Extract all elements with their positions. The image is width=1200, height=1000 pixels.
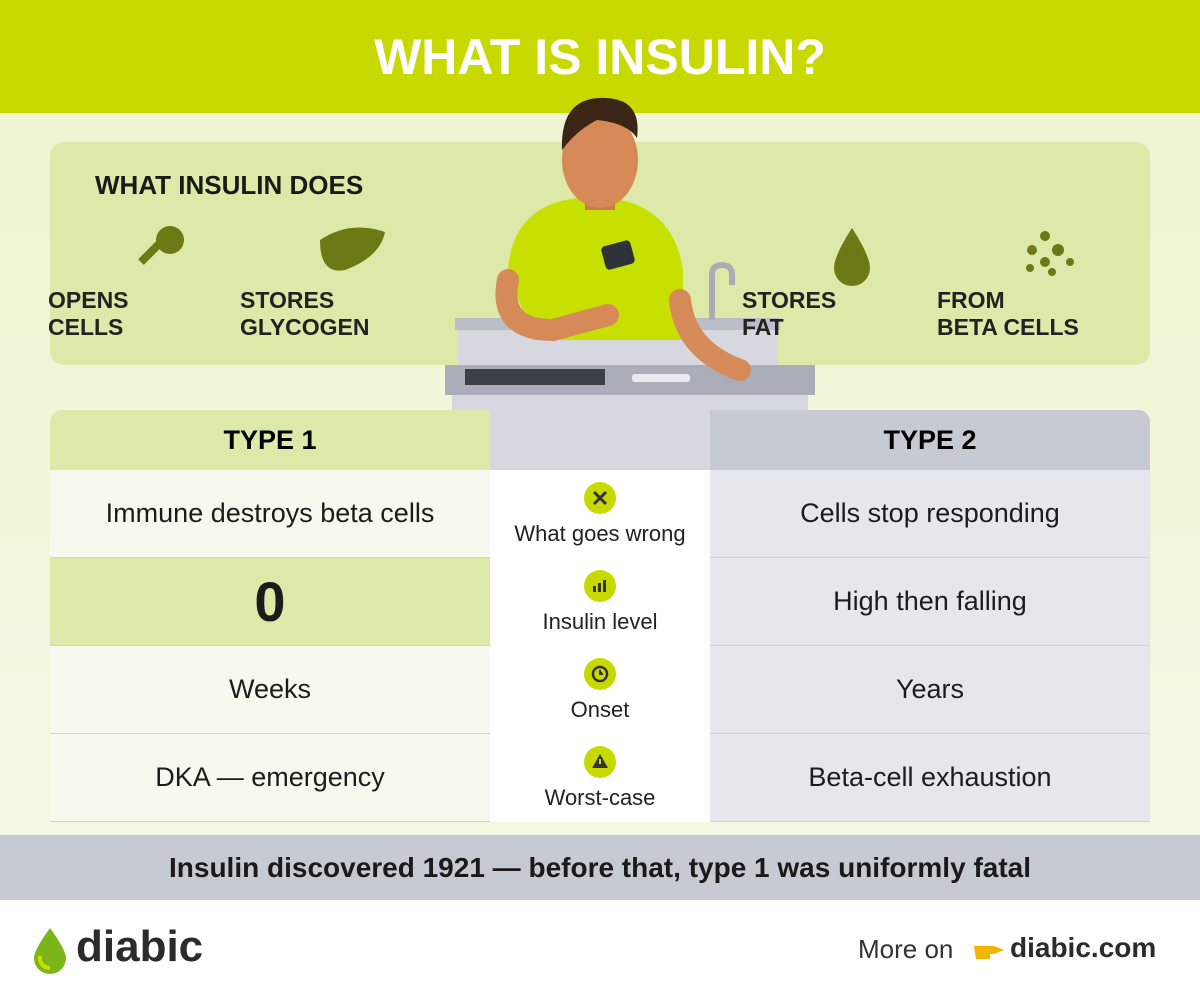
site-link[interactable]: diabic.com [1010,932,1157,963]
title: WHAT IS INSULIN? [0,0,1200,113]
type2-cell: High then falling [710,558,1150,646]
type2-header: TYPE 2 [883,424,977,455]
type2-cell: Beta-cell exhaustion [710,734,1150,822]
row-label: Onset [570,697,630,722]
row-label: Worst-case [544,785,656,810]
row-icon [584,658,616,690]
liver-icon [320,227,385,271]
bottom-bar: diabic More on diabic.com [0,900,1200,1000]
function-line: BETA CELLS [937,314,1079,340]
function-item: OPENS CELLS [48,287,268,341]
row-icon [584,570,616,602]
function-line: CELLS [48,314,124,340]
footer-note: Insulin discovered 1921 — before that, t… [0,835,1200,900]
function-item: STORES GLYCOGEN [240,287,460,341]
function-item: STORES FAT [742,287,962,341]
type2-cell: Years [710,646,1150,734]
function-line: STORES [742,287,837,313]
middle-header-bg [490,410,710,470]
type2-cell: Cells stop responding [710,470,1150,558]
person [495,97,751,381]
function-line: FAT [742,314,784,340]
more-on: More on [858,934,954,964]
function-line: OPENS [48,287,129,313]
row-label-cell: Insulin level [490,558,710,646]
type1-header-bg [50,410,490,470]
pointing-hand [974,946,1004,959]
function-line: FROM [937,287,1005,313]
brand-name: diabic [76,922,204,971]
function-line: GLYCOGEN [240,314,370,340]
function-line: STORES [240,287,335,313]
type1-cell: 0 [50,558,490,646]
row-icon [584,482,616,514]
function-item: FROM BETA CELLS [937,287,1157,341]
type1-cell: Immune destroys beta cells [50,470,490,558]
row-label: Insulin level [542,609,658,634]
row-label-cell: What goes wrong [490,470,710,558]
logo-drop [34,928,66,974]
row-label-cell: Onset [490,646,710,734]
type1-cell: Weeks [50,646,490,734]
illustrations [138,97,1074,415]
type1-header: TYPE 1 [223,424,317,455]
functions-title: WHAT INSULIN DOES [95,170,364,200]
row-label: What goes wrong [514,521,686,546]
row-icon [584,746,616,778]
key-icon [138,226,184,265]
drop-icon [834,228,870,286]
row-label-cell: Worst-case [490,734,710,822]
type2-header-bg [710,410,1150,470]
cells-icon [1026,231,1074,276]
type1-cell: DKA — emergency [50,734,490,822]
